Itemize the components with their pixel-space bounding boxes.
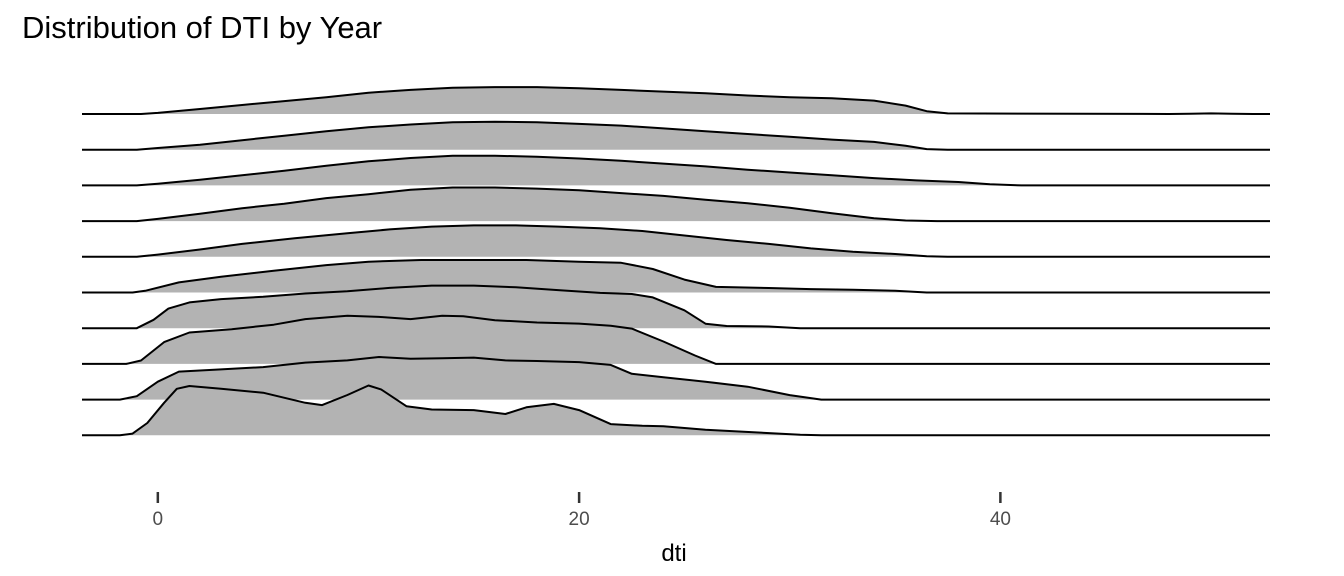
ridge-area-1 bbox=[82, 385, 1270, 436]
ridge-line-4 bbox=[82, 284, 1270, 330]
ridge-line-5 bbox=[82, 259, 1270, 294]
ridge-line-7 bbox=[82, 186, 1270, 223]
chart-title: Distribution of DTI by Year bbox=[22, 10, 383, 45]
x-tick-label: 20 bbox=[569, 509, 590, 530]
ridges-layer bbox=[82, 86, 1270, 437]
ridge-line-2 bbox=[82, 356, 1270, 401]
ridge-area-7 bbox=[82, 187, 1270, 222]
ridge-area-8 bbox=[82, 155, 1270, 186]
x-axis-title: dti bbox=[661, 540, 686, 567]
ridge-line-6 bbox=[82, 224, 1270, 258]
x-tick-label: 0 bbox=[153, 509, 164, 530]
x-axis: 0 20 40 bbox=[153, 492, 1011, 530]
ridge-line-8 bbox=[82, 154, 1270, 187]
ridge-area-6 bbox=[82, 225, 1270, 257]
ridge-area-9 bbox=[82, 121, 1270, 150]
ridge-area-10 bbox=[82, 87, 1270, 114]
ridge-line-9 bbox=[82, 120, 1270, 151]
ridge-line-1 bbox=[82, 384, 1270, 437]
ridge-area-3 bbox=[82, 315, 1270, 364]
ridge-line-3 bbox=[82, 314, 1270, 365]
x-tick-label: 40 bbox=[990, 509, 1011, 530]
ridge-area-5 bbox=[82, 260, 1270, 293]
ridge-line-10 bbox=[82, 86, 1270, 115]
